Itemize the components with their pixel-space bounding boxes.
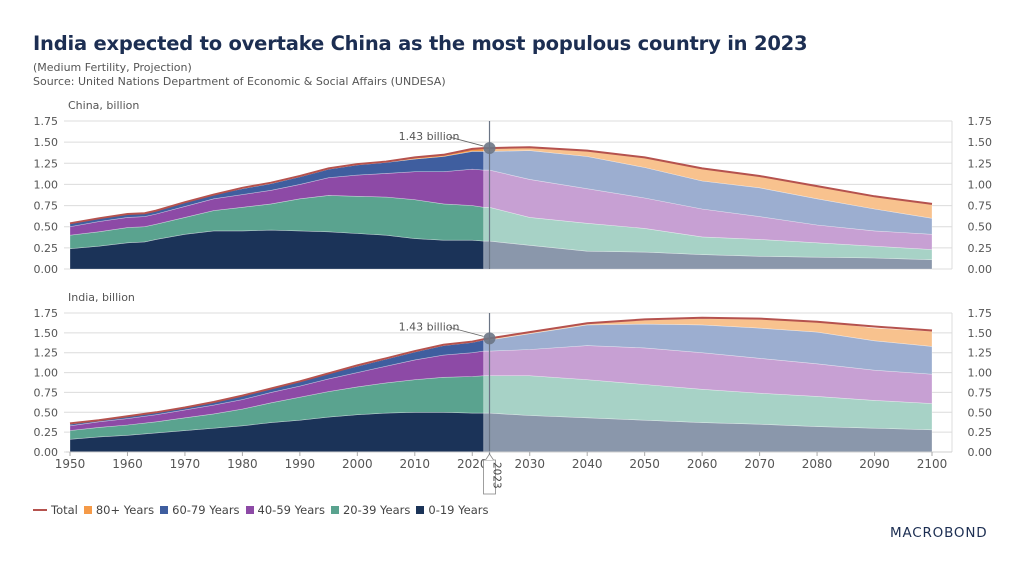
y-tick-label-right: 0.50 xyxy=(968,221,993,234)
y-tick-label-left: 0.50 xyxy=(34,406,59,419)
china-panel: China, billion 0.00 0.00 0.25 0.25 0.50 0.50 0.… xyxy=(34,99,993,276)
y-tick-label-right: 1.75 xyxy=(968,307,993,320)
x-tick-label: 2100 xyxy=(917,457,948,471)
y-tick-label-left: 1.50 xyxy=(34,327,59,340)
area-60-79-years-projection xyxy=(483,150,933,235)
x-tick-label: 1960 xyxy=(112,457,143,471)
y-tick-label-left: 0.75 xyxy=(34,200,59,213)
legend-item-80plus: 80+ Years xyxy=(83,503,155,517)
marker-label-pointer xyxy=(485,453,494,461)
y-tick-label-left: 0.75 xyxy=(34,386,59,399)
y-tick-label-right: 1.25 xyxy=(968,157,993,170)
legend-label: 80+ Years xyxy=(95,503,155,517)
y-tick-label-right: 0.75 xyxy=(968,200,993,213)
y-tick-label-right: 0.75 xyxy=(968,386,993,399)
y-tick-label-left: 0.00 xyxy=(34,446,59,459)
x-tick-label: 2080 xyxy=(802,457,833,471)
y-tick-label-right: 0.00 xyxy=(968,446,993,459)
x-tick-label: 2040 xyxy=(572,457,603,471)
annotation-leader xyxy=(449,327,484,337)
y-tick-label-right: 1.50 xyxy=(968,136,993,149)
y-tick-label-right: 1.00 xyxy=(968,367,993,380)
annotation-leader xyxy=(449,136,484,147)
x-tick-label: 2020 xyxy=(457,457,488,471)
x-tick-label: 2070 xyxy=(744,457,775,471)
y-tick-label-right: 0.00 xyxy=(968,263,993,276)
y-tick-label-left: 0.50 xyxy=(34,221,59,234)
y-tick-label-left: 1.00 xyxy=(34,178,59,191)
y-tick-label-right: 1.75 xyxy=(968,115,993,128)
y-tick-label-right: 0.25 xyxy=(968,426,993,439)
legend-label: 0-19 Years xyxy=(428,503,489,517)
legend-label: 20-39 Years xyxy=(342,503,411,517)
x-tick-label: 2000 xyxy=(342,457,373,471)
x-tick-label: 1950 xyxy=(55,457,86,471)
x-tick-label: 2030 xyxy=(514,457,545,471)
legend-swatch xyxy=(33,509,47,511)
y-tick-label-left: 1.25 xyxy=(34,157,59,170)
legend-swatch xyxy=(160,506,169,514)
x-tick-label: 1970 xyxy=(170,457,201,471)
legend-item-total: Total xyxy=(33,503,78,517)
legend-swatch xyxy=(245,506,254,514)
panel-title: India, billion xyxy=(68,291,135,304)
chart-title: India expected to overtake China as the … xyxy=(33,32,808,55)
legend-swatch xyxy=(83,506,92,514)
y-tick-label-left: 1.25 xyxy=(34,347,59,360)
panel-title: China, billion xyxy=(68,99,139,112)
marker-label: 2023 xyxy=(491,462,503,489)
total-line xyxy=(69,316,933,425)
x-tick-label: 2060 xyxy=(687,457,718,471)
legend-item-60-79: 60-79 Years xyxy=(160,503,240,517)
area-40-59-years-projection xyxy=(483,169,933,250)
area-20-39-years-projection xyxy=(483,207,933,261)
x-tick-label: 2090 xyxy=(859,457,890,471)
y-tick-label-left: 1.75 xyxy=(34,307,59,320)
x-tick-label: 1990 xyxy=(285,457,316,471)
y-tick-label-right: 1.25 xyxy=(968,347,993,360)
chart-subtitle: (Medium Fertility, Projection) xyxy=(33,61,192,74)
annotation-dot xyxy=(483,332,496,345)
y-tick-label-left: 0.25 xyxy=(34,426,59,439)
legend-item-40-59: 40-59 Years xyxy=(245,503,325,517)
legend-swatch xyxy=(416,506,425,514)
macrobond-logo: MACROBOND xyxy=(890,525,988,541)
y-tick-label-left: 1.75 xyxy=(34,115,59,128)
y-tick-label-left: 1.50 xyxy=(34,136,59,149)
x-tick-label: 2050 xyxy=(629,457,660,471)
chart-source: Source: United Nations Department of Eco… xyxy=(33,75,446,88)
x-tick-label: 2010 xyxy=(400,457,431,471)
area-0-19-years-projection xyxy=(483,240,933,270)
legend-label: 40-59 Years xyxy=(257,503,325,517)
y-tick-label-left: 0.25 xyxy=(34,242,59,255)
legend-label: 60-79 Years xyxy=(172,503,240,517)
legend-label: Total xyxy=(51,503,78,517)
legend-swatch xyxy=(330,506,339,514)
total-line xyxy=(69,146,933,225)
x-tick-label: 1980 xyxy=(227,457,258,471)
y-tick-label-right: 1.50 xyxy=(968,327,993,340)
y-tick-label-left: 0.00 xyxy=(34,263,59,276)
annotation-dot xyxy=(483,142,496,155)
legend-item-0-19: 0-19 Years xyxy=(416,503,489,517)
y-tick-label-right: 0.50 xyxy=(968,406,993,419)
india-panel: India, billion 0.00 0.00 0.25 0.25 0.50 0.50 0.… xyxy=(34,291,993,495)
legend-item-20-39: 20-39 Years xyxy=(330,503,411,517)
annotation-label: 1.43 billion xyxy=(399,130,460,143)
annotation-label: 1.43 billion xyxy=(399,320,460,333)
legend: Total 80+ Years 60-79 Years 40-59 Years … xyxy=(33,503,495,517)
y-tick-label-left: 1.00 xyxy=(34,367,59,380)
y-tick-label-right: 1.00 xyxy=(968,178,993,191)
area-40-59-years-projection xyxy=(483,345,933,404)
y-tick-label-right: 0.25 xyxy=(968,242,993,255)
